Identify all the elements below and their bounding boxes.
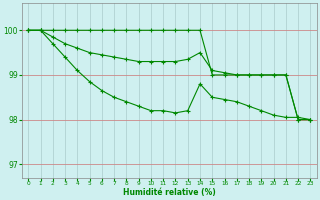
X-axis label: Humidité relative (%): Humidité relative (%) xyxy=(123,188,216,197)
